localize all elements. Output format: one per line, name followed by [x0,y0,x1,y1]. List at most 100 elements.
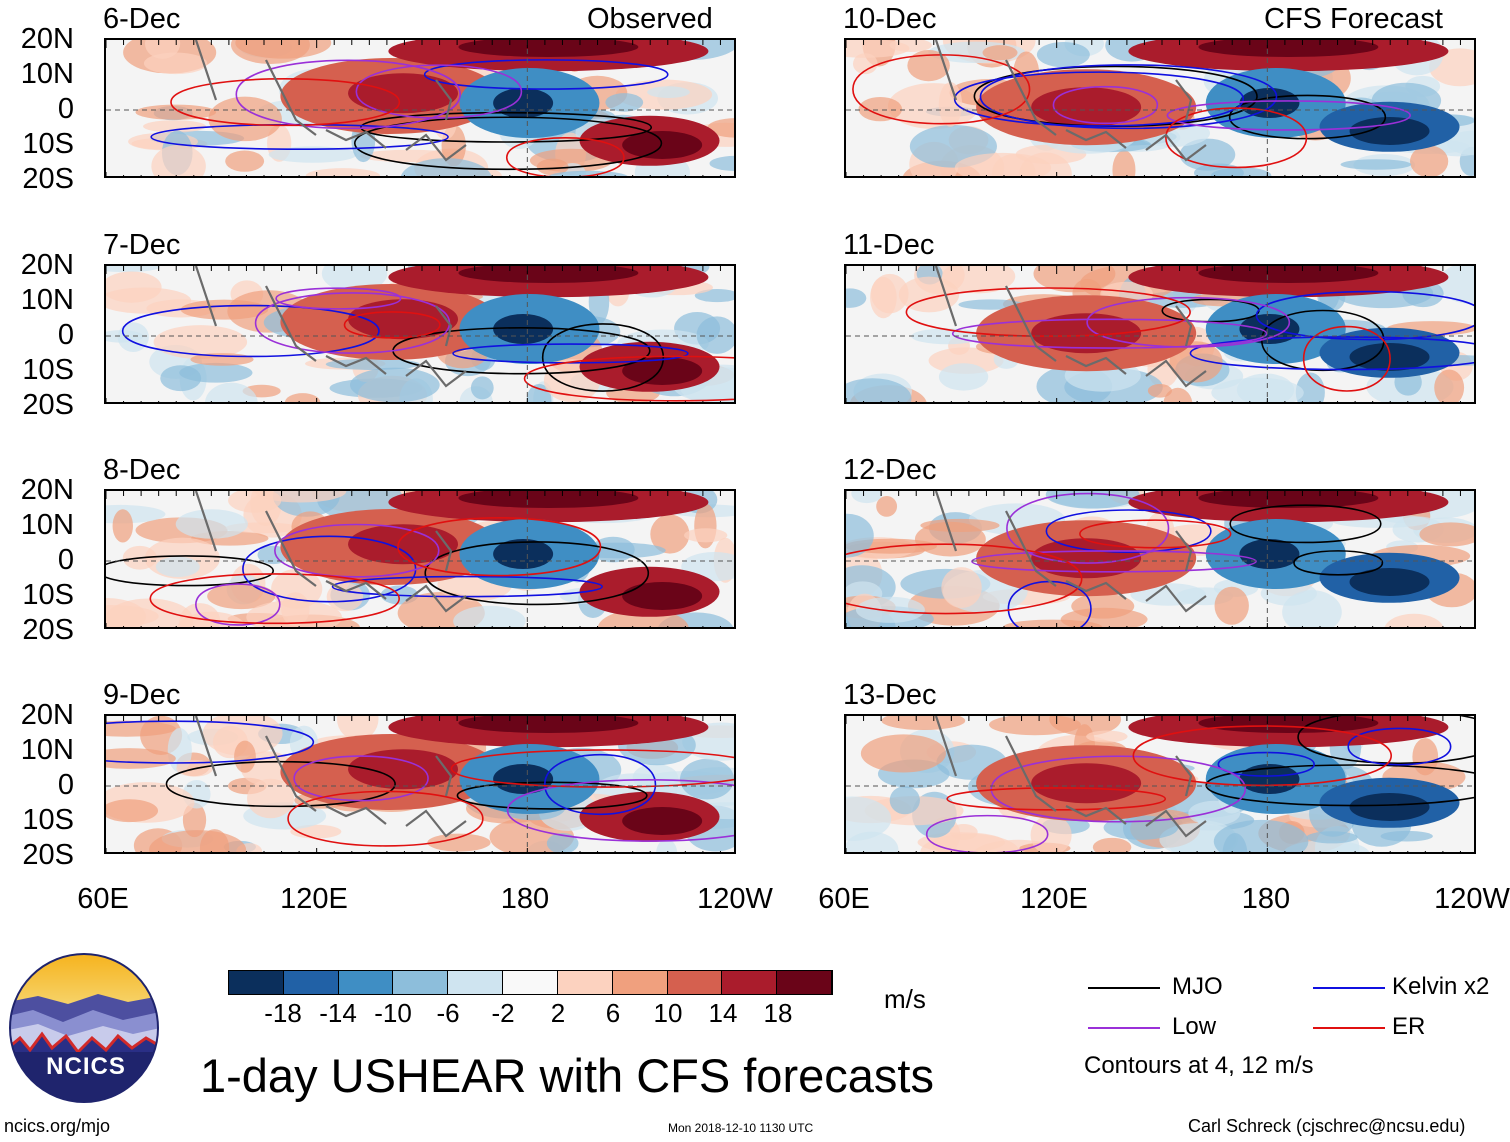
contour-line [106,720,315,764]
contour-line [1347,727,1452,766]
contour-line [150,123,449,150]
contour-line [1229,504,1382,544]
shading-feature [458,491,639,508]
colorbar-tick-label: -10 [374,998,412,1028]
shading-blob [632,763,679,792]
contour-line [1293,550,1384,576]
colorbar-tick-label: 10 [653,998,683,1028]
shading-blob [846,796,892,841]
shading-blob [1306,831,1358,844]
colorbar-swatch [612,971,668,994]
coastline [194,266,467,388]
shading-blob [870,276,897,319]
contour-line [1297,716,1474,764]
panel-date-title: 9-Dec [103,679,181,711]
shading-blob [679,758,734,800]
shading-blob [1211,377,1304,402]
lon-tick-label: 120W [1434,883,1510,915]
lat-tick-label: 0 [57,93,74,125]
shading-blob [1033,266,1116,293]
contour-line [165,760,396,808]
contour-line [990,755,1247,823]
observed-label: Observed [587,3,713,35]
shading-blob [852,53,878,75]
contour-line [450,749,734,788]
lat-tick-label: 10S [22,579,74,611]
shading-blob [204,382,258,402]
shading-feature [1031,313,1142,354]
colorbar-tick-label: -18 [264,998,302,1028]
shading-feature [458,266,639,283]
shading-blob [470,376,494,400]
coastline [934,491,1207,613]
shading-blob [855,596,925,623]
heatmap-panel [844,714,1476,854]
colorbar-tick-label: -6 [436,998,460,1028]
shading-feature [1349,117,1430,145]
shading-blob [851,491,883,504]
shading-blob [876,496,898,517]
heatmap-panel [844,489,1476,629]
chart-title: 1-day USHEAR with CFS forecasts [200,1049,934,1102]
shading-blob [112,509,134,543]
shading-blob [427,833,491,852]
contour-line [456,781,648,810]
shading-blob [709,155,734,171]
colorbar-swatch [338,971,394,994]
legend-label-kelvin: Kelvin x2 [1392,973,1490,1000]
shading-feature [1031,538,1142,579]
shading-blob [305,168,381,176]
heatmap-field [106,491,734,627]
colorbar-tick-label: -14 [319,998,357,1028]
contour-line [1165,107,1308,169]
legend-line-kelvin [1313,987,1385,989]
contour-line [1205,764,1474,807]
shading-blob [656,839,678,852]
contour-line [523,355,734,402]
contour-line [274,523,440,578]
shading-blob [536,158,569,176]
shading-blob [881,716,966,731]
shading-blob [1147,383,1172,398]
shading-blob [235,40,332,59]
shading-blob [326,582,364,612]
shading-blob [271,568,323,609]
shading-blob [941,567,982,609]
shading-blob [1438,266,1474,304]
contour-line [1217,751,1315,777]
shading-feature [1349,793,1430,821]
colorbar-swatch [667,971,723,994]
contour-line [925,814,1049,852]
lat-tick-label: 20S [22,614,74,646]
contour-line [979,64,1278,130]
footer-url[interactable]: ncics.org/mjo [4,1116,111,1136]
shading-blob [846,40,910,58]
heatmap-panel [104,714,736,854]
panel-date-title: 13-Dec [843,679,937,711]
shading-blob [846,513,874,558]
colorbar-swatch [557,971,613,994]
contour-line [235,59,461,130]
shading-blob [1419,522,1474,547]
lat-tick-label: 0 [57,769,74,801]
units-label: m/s [884,984,926,1014]
shading-blob [1434,369,1465,402]
panel-date-title: 6-Dec [103,3,181,35]
contour-line [397,517,602,577]
shading-feature [1198,716,1379,733]
lat-tick-label: 10N [20,284,74,316]
lat-tick-label: 20N [20,474,74,506]
shading-feature [622,807,703,835]
shading-blob [151,144,206,176]
lat-tick-label: 0 [57,544,74,576]
shading-blob [246,600,342,627]
contour-line [331,575,603,598]
lat-tick-label: 10N [20,58,74,90]
shading-blob [290,824,342,839]
contour-line [951,318,1268,349]
panel-date-title: 8-Dec [103,454,181,486]
contour-line [353,116,663,171]
shading-feature [458,716,639,733]
shading-blob [284,393,321,402]
contour-line [505,137,625,176]
